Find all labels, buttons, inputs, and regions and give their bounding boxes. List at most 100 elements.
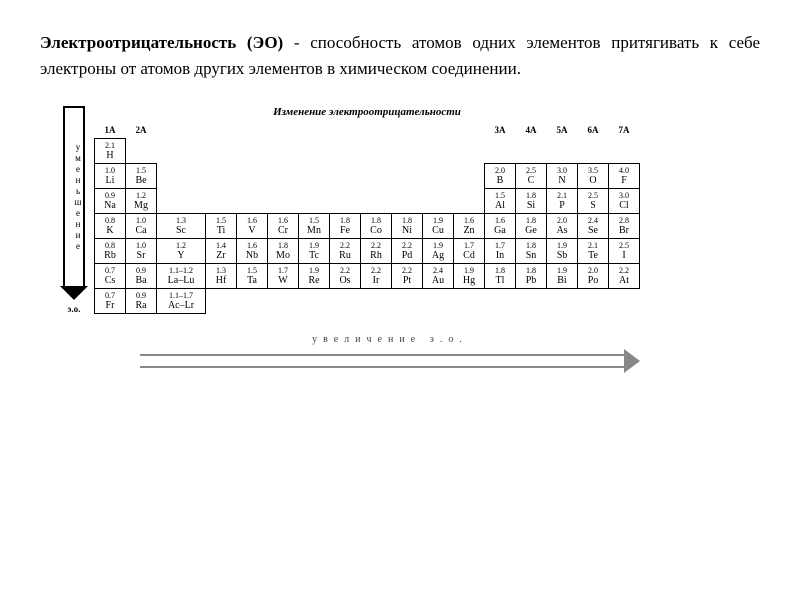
empty-cell xyxy=(392,289,423,314)
empty-cell xyxy=(157,164,206,189)
element-symbol: Ge xyxy=(518,225,544,236)
empty-cell xyxy=(330,164,361,189)
element-symbol: H xyxy=(97,150,123,161)
electronegativity-value: 2.8 xyxy=(611,217,637,225)
element-symbol: Na xyxy=(97,200,123,211)
empty-cell xyxy=(423,164,454,189)
empty-cell xyxy=(392,189,423,214)
empty-cell xyxy=(392,139,423,164)
element-symbol: S xyxy=(580,200,606,211)
empty-cell xyxy=(330,289,361,314)
element-symbol: W xyxy=(270,275,296,286)
element-symbol: Ca xyxy=(128,225,154,236)
electronegativity-value: 2.0 xyxy=(549,217,575,225)
electronegativity-value: 1.7 xyxy=(456,242,482,250)
element-symbol: Ac–Lr xyxy=(159,300,203,311)
group-header: 2A xyxy=(126,122,157,139)
element-cell: 1.2Mg xyxy=(126,189,157,214)
electronegativity-value: 1.9 xyxy=(425,217,451,225)
element-symbol: Mn xyxy=(301,225,327,236)
electronegativity-value: 1.3 xyxy=(159,217,203,225)
empty-cell xyxy=(237,189,268,214)
empty-cell xyxy=(268,139,299,164)
empty-cell xyxy=(330,139,361,164)
electronegativity-value: 1.6 xyxy=(239,217,265,225)
electronegativity-value: 3.5 xyxy=(580,167,606,175)
table-row: 0.7Fr0.9Ra1.1–1.7Ac–Lr xyxy=(95,289,640,314)
electronegativity-value: 1.3 xyxy=(208,267,234,275)
electronegativity-value: 1.0 xyxy=(97,167,123,175)
element-cell: 2.2At xyxy=(609,264,640,289)
periodic-table-area: Изменение электроотрицательности1A2A3A4A… xyxy=(94,106,760,314)
element-symbol: Mo xyxy=(270,250,296,261)
electronegativity-value: 1.1–1.2 xyxy=(159,267,203,275)
empty-cell xyxy=(423,289,454,314)
empty-cell xyxy=(299,139,330,164)
element-cell: 2.1H xyxy=(95,139,126,164)
element-cell: 3.0N xyxy=(547,164,578,189)
electronegativity-value: 4.0 xyxy=(611,167,637,175)
element-symbol: Hf xyxy=(208,275,234,286)
electronegativity-value: 1.9 xyxy=(549,242,575,250)
element-symbol: Mg xyxy=(128,200,154,211)
element-cell: 2.0Po xyxy=(578,264,609,289)
empty-cell xyxy=(299,289,330,314)
element-cell: 1.7W xyxy=(268,264,299,289)
element-cell: 1.6Cr xyxy=(268,214,299,239)
element-cell: 1.5Al xyxy=(485,189,516,214)
arrow-shaft xyxy=(140,354,624,368)
element-cell: 2.5C xyxy=(516,164,547,189)
electronegativity-value: 1.5 xyxy=(128,167,154,175)
element-cell: 2.0As xyxy=(547,214,578,239)
empty-cell xyxy=(237,289,268,314)
arrow-right-icon xyxy=(624,349,640,373)
element-cell: 3.0Cl xyxy=(609,189,640,214)
empty-cell xyxy=(485,289,516,314)
electronegativity-value: 0.9 xyxy=(128,292,154,300)
element-cell: 1.0Sr xyxy=(126,239,157,264)
element-symbol: As xyxy=(549,225,575,236)
electronegativity-value: 0.7 xyxy=(97,267,123,275)
group-header: 6A xyxy=(578,122,609,139)
empty-cell xyxy=(609,289,640,314)
element-symbol: Hg xyxy=(456,275,482,286)
element-cell: 2.5I xyxy=(609,239,640,264)
group-header: 5A xyxy=(547,122,578,139)
electronegativity-value: 1.9 xyxy=(549,267,575,275)
element-symbol: Co xyxy=(363,225,389,236)
electronegativity-value: 3.0 xyxy=(549,167,575,175)
element-cell: 1.4Zr xyxy=(206,239,237,264)
empty-cell xyxy=(157,189,206,214)
element-cell: 0.7Cs xyxy=(95,264,126,289)
element-symbol: F xyxy=(611,175,637,186)
table-row: 0.9Na1.2Mg1.5Al1.8Si2.1P2.5S3.0Cl xyxy=(95,189,640,214)
element-symbol: Sc xyxy=(159,225,203,236)
element-cell: 1.8Mo xyxy=(268,239,299,264)
element-symbol: Tc xyxy=(301,250,327,261)
element-cell: 0.8Rb xyxy=(95,239,126,264)
element-cell: 1.8Sn xyxy=(516,239,547,264)
element-cell: 1.0Ca xyxy=(126,214,157,239)
electronegativity-value: 2.4 xyxy=(580,217,606,225)
element-cell: 1.8Si xyxy=(516,189,547,214)
element-symbol: Cr xyxy=(270,225,296,236)
electronegativity-value: 1.7 xyxy=(270,267,296,275)
empty-cell xyxy=(299,164,330,189)
x-axis-label: увеличение э.о. xyxy=(312,334,468,345)
element-cell: 1.8Fe xyxy=(330,214,361,239)
element-symbol: Ag xyxy=(425,250,451,261)
electronegativity-value: 0.8 xyxy=(97,217,123,225)
table-row: 0.8K1.0Ca1.3Sc1.5Ti1.6V1.6Cr1.5Mn1.8Fe1.… xyxy=(95,214,640,239)
element-symbol: Pb xyxy=(518,275,544,286)
element-symbol: Pt xyxy=(394,275,420,286)
element-symbol: N xyxy=(549,175,575,186)
empty-cell xyxy=(237,164,268,189)
element-cell: 1.6Nb xyxy=(237,239,268,264)
element-cell: 1.9Ag xyxy=(423,239,454,264)
empty-cell xyxy=(206,189,237,214)
electronegativity-value: 1.6 xyxy=(270,217,296,225)
electronegativity-value: 2.2 xyxy=(394,267,420,275)
electronegativity-value: 2.1 xyxy=(97,142,123,150)
electronegativity-value: 1.8 xyxy=(518,242,544,250)
electronegativity-value: 1.9 xyxy=(301,242,327,250)
